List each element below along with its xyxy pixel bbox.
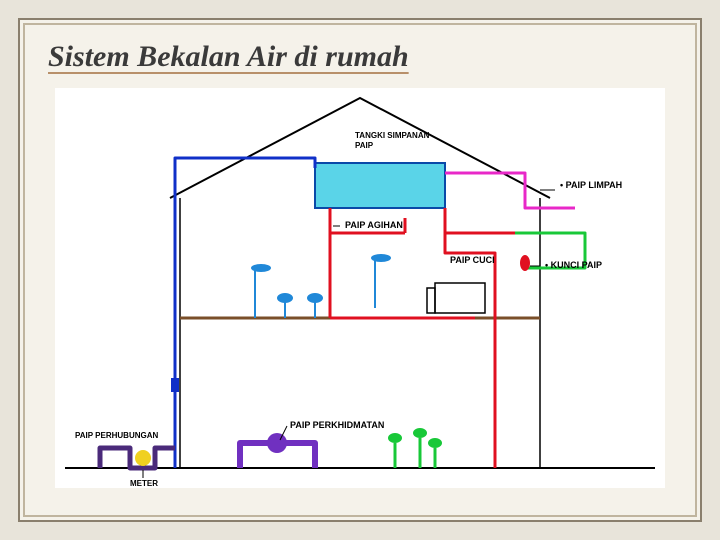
svg-text:PAIP AGIHAN: PAIP AGIHAN <box>345 220 403 230</box>
svg-text:PAIP: PAIP <box>355 141 374 150</box>
svg-text:PAIP PERHUBUNGAN: PAIP PERHUBUNGAN <box>75 431 158 440</box>
svg-text:• PAIP LIMPAH: • PAIP LIMPAH <box>560 180 622 190</box>
page-title: Sistem Bekalan Air di rumah <box>48 40 672 74</box>
svg-text:PAIP PERKHIDMATAN: PAIP PERKHIDMATAN <box>290 420 384 430</box>
plumbing-diagram: TANGKI SIMPANANPAIP • PAIP LIMPAH PAIP AGI… <box>55 88 665 488</box>
diagram-svg: TANGKI SIMPANANPAIP • PAIP LIMPAH PAIP AGI… <box>55 88 665 488</box>
svg-text:• KUNCI PAIP: • KUNCI PAIP <box>545 260 602 270</box>
svg-text:METER: METER <box>130 479 158 488</box>
svg-text:TANGKI SIMPANAN: TANGKI SIMPANAN <box>355 131 430 140</box>
slide-frame: Sistem Bekalan Air di rumah TANGKI SIMPA… <box>18 18 702 522</box>
svg-text:PAIP CUCI: PAIP CUCI <box>450 255 495 265</box>
